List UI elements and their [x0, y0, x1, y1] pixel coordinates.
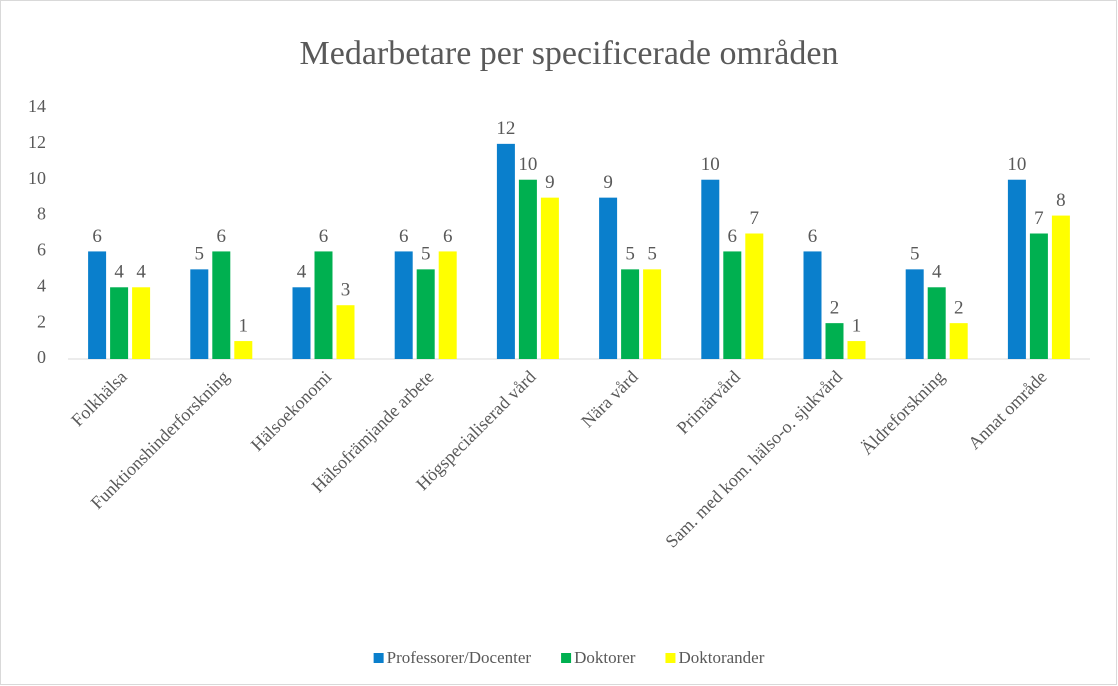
bar: [825, 323, 844, 359]
data-label: 5: [421, 244, 431, 265]
data-label: 4: [932, 262, 942, 283]
legend-swatch: [373, 653, 384, 663]
bar: [88, 251, 107, 359]
bar: [1007, 179, 1026, 359]
y-tick-label: 6: [37, 240, 46, 260]
bar: [496, 143, 515, 359]
y-tick-label: 14: [28, 96, 46, 116]
data-label: 1: [852, 315, 862, 336]
bar: [416, 269, 435, 359]
data-label: 5: [625, 244, 635, 265]
data-label: 8: [1056, 190, 1066, 211]
y-tick-label: 2: [37, 311, 46, 331]
bar: [394, 251, 413, 359]
data-label: 6: [728, 226, 738, 247]
bar: [212, 251, 231, 359]
bar: [234, 341, 253, 359]
legend-label: Doktorander: [678, 648, 764, 667]
data-label: 2: [830, 298, 840, 319]
data-label: 6: [319, 226, 329, 247]
y-tick-label: 0: [37, 347, 46, 367]
bar: [540, 197, 559, 359]
bar: [518, 179, 537, 359]
bar: [314, 251, 333, 359]
data-label: 4: [136, 262, 146, 283]
bar: [1051, 215, 1070, 359]
y-tick-label: 10: [28, 168, 46, 188]
data-label: 6: [399, 226, 409, 247]
data-label: 1: [239, 315, 249, 336]
y-tick-label: 8: [37, 204, 46, 224]
data-label: 7: [750, 208, 760, 229]
bar: [599, 197, 618, 359]
data-label: 4: [114, 262, 124, 283]
data-label: 7: [1034, 208, 1044, 229]
data-label: 3: [341, 280, 351, 301]
chart-title: Medarbetare per specificerade områden: [300, 35, 839, 72]
bar: [949, 323, 968, 359]
data-label: 4: [297, 262, 307, 283]
legend-swatch: [561, 653, 572, 663]
y-tick-label: 4: [37, 275, 46, 295]
bar: [190, 269, 209, 359]
data-label: 10: [701, 154, 720, 175]
data-label: 5: [910, 244, 920, 265]
data-label: 10: [1007, 154, 1026, 175]
data-label: 9: [603, 172, 613, 193]
bar: [292, 287, 311, 359]
data-label: 6: [92, 226, 102, 247]
data-label: 6: [808, 226, 818, 247]
data-label: 5: [647, 244, 657, 265]
bar: [927, 287, 946, 359]
y-tick-label: 12: [28, 132, 46, 152]
bar: [110, 287, 129, 359]
legend-label: Professorer/Docenter: [387, 648, 532, 667]
bar: [803, 251, 822, 359]
data-label: 12: [496, 118, 515, 139]
data-label: 5: [195, 244, 205, 265]
bar: [1029, 233, 1048, 359]
legend-label: Doktorer: [574, 648, 636, 667]
bar: [701, 179, 720, 359]
bar: [336, 305, 355, 359]
data-label: 10: [518, 154, 537, 175]
bar: [438, 251, 457, 359]
bar: [745, 233, 764, 359]
data-label: 6: [217, 226, 227, 247]
bar: [847, 341, 866, 359]
bar: [643, 269, 662, 359]
bar: [132, 287, 151, 359]
legend-swatch: [665, 653, 676, 663]
data-label: 9: [545, 172, 555, 193]
bar: [905, 269, 924, 359]
data-label: 6: [443, 226, 453, 247]
bar: [723, 251, 742, 359]
bar: [621, 269, 640, 359]
data-label: 2: [954, 298, 964, 319]
